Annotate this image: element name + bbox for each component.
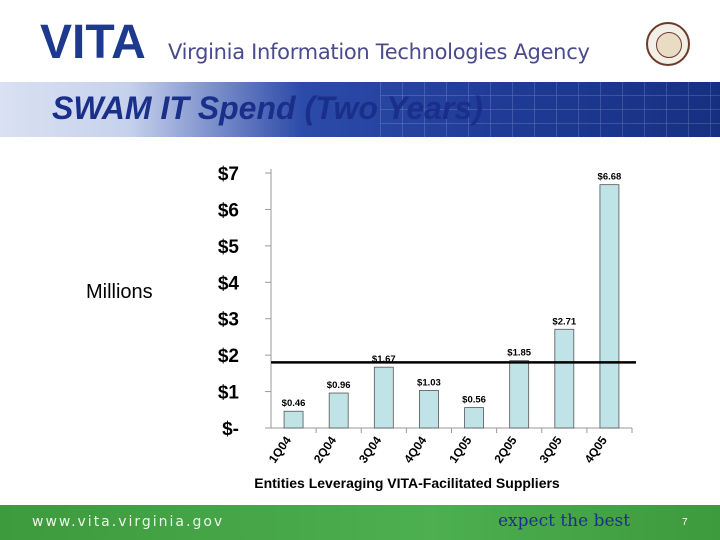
y-tick-label: $3 [218,310,239,331]
y-unit-label: Millions [86,281,153,303]
y-tick-label: $4 [218,273,240,294]
title-banner [0,82,720,137]
header-bar: VITA Virginia Information Technologies A… [0,0,720,82]
bar [464,407,484,429]
x-category-label: 4Q05 [582,433,610,465]
y-tick-label: $2 [218,346,239,367]
bar-chart: $- $1 $2 $3 $4 $5 $6 $7 $0.46 1Q04 $0.96 2Q04 $1.67 3… [218,164,636,491]
x-category-label: 3Q05 [536,433,564,465]
vita-logo: VITA [40,18,146,64]
bar [328,392,349,429]
bar [554,328,575,429]
bar [373,366,394,429]
page-number: 7 [682,517,688,528]
x-category-label: 2Q04 [311,433,339,465]
seal-inner-ring [656,32,682,58]
x-category-label: 1Q05 [446,433,474,465]
bar-value-label: $0.96 [327,380,351,391]
banner-texture [380,82,720,137]
bar [599,184,620,429]
slide-title: SWAM IT Spend (Two Years) [52,90,483,126]
y-tick-label: $- [222,419,239,440]
footer-tagline: expect the best [498,511,631,531]
bar [283,410,304,429]
bar-value-label: $0.56 [462,395,486,406]
y-tick-label: $1 [218,383,240,404]
x-axis-title: Entities Leveraging VITA-Facilitated Sup… [254,475,560,491]
x-category-label: 4Q04 [401,433,429,465]
x-category-label: 3Q04 [356,433,384,465]
y-tick-label: $7 [218,164,239,185]
y-tick-label: $5 [218,237,240,258]
bar [509,360,530,429]
vita-logo-text: VITA [40,18,146,64]
bar-value-label: $2.71 [552,316,576,327]
bar-value-label: $1.67 [372,354,396,365]
footer-bar [0,505,720,540]
footer-url[interactable]: www.vita.virginia.gov [32,514,225,530]
bar-value-label: $1.03 [417,377,441,388]
virginia-seal-icon [646,22,690,66]
bar-value-label: $1.85 [507,348,531,359]
bar-value-label: $6.68 [598,172,622,183]
x-category-label: 2Q05 [491,433,519,465]
bar [419,390,439,429]
y-tick-label: $6 [218,200,239,221]
bar-value-label: $0.46 [282,398,306,409]
x-category-label: 1Q04 [266,433,294,465]
agency-name: Virginia Information Technologies Agency [168,40,590,64]
